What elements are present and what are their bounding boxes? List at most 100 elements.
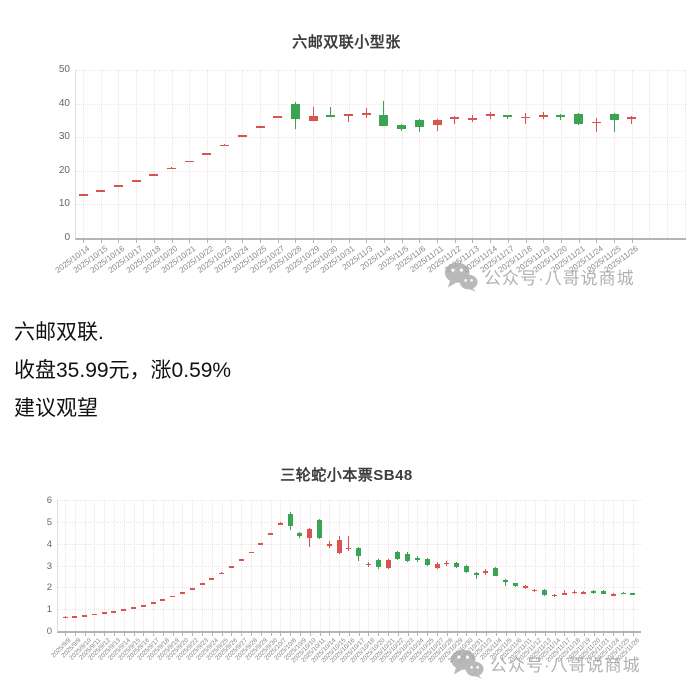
gridline-vertical: [172, 500, 174, 631]
gridline-vertical: [260, 70, 261, 238]
candle-body: [290, 103, 300, 120]
candle-wick: [330, 107, 332, 118]
chart-top-y-axis: 0 10 20 30 40 50: [38, 64, 70, 243]
candle-body: [521, 116, 530, 119]
x-axis-tick: [143, 633, 145, 636]
candle-body: [600, 590, 606, 594]
x-axis-tick: [534, 633, 536, 636]
x-axis-tick: [593, 633, 595, 636]
gridline-vertical: [192, 500, 194, 631]
gridline-vertical: [211, 500, 213, 631]
candle-body: [561, 593, 567, 595]
candle-body: [82, 615, 88, 617]
x-axis-tick: [397, 633, 399, 636]
x-axis-tick: [554, 633, 556, 636]
candle-body: [532, 589, 538, 592]
y-tick-label: 50: [58, 64, 70, 75]
x-axis-tick: [348, 240, 350, 243]
gridline-vertical: [560, 70, 562, 238]
candle-body: [344, 114, 353, 117]
x-axis-tick: [495, 633, 497, 636]
x-axis-tick: [507, 240, 509, 243]
gridline-vertical: [596, 70, 598, 238]
x-axis-tick: [472, 240, 474, 243]
candle-body: [220, 144, 230, 147]
x-axis-tick: [417, 633, 419, 636]
gridline-vertical: [348, 500, 350, 631]
candle-body: [538, 115, 548, 117]
candle-body: [503, 579, 509, 582]
candle-body: [610, 593, 616, 596]
x-axis-tick: [83, 240, 84, 243]
gridline-vertical: [543, 70, 545, 238]
gridline-vertical: [578, 70, 580, 238]
summary-advice-line: 建议观望: [14, 397, 98, 420]
x-axis-tick: [330, 240, 332, 243]
x-axis-tick: [172, 633, 174, 636]
gridline-vertical: [684, 70, 686, 238]
x-axis-tick: [632, 633, 634, 636]
candle-body: [463, 565, 469, 573]
x-axis-tick: [596, 240, 598, 243]
gridline-vertical: [507, 70, 509, 238]
x-axis-tick: [270, 633, 272, 636]
candle-body: [268, 533, 274, 535]
y-tick-label: 0: [64, 232, 70, 243]
x-axis-tick: [189, 240, 191, 243]
x-axis-tick: [358, 633, 360, 636]
gridline-vertical: [583, 500, 585, 631]
gridline-vertical: [221, 500, 223, 631]
gridline-vertical: [348, 70, 350, 238]
x-axis-tick: [206, 240, 208, 243]
x-axis-tick: [437, 240, 438, 243]
candle-body: [78, 194, 88, 197]
gridline-vertical: [94, 500, 96, 631]
candle-body: [424, 559, 430, 566]
summary-name-line: 六邮双联.: [14, 321, 104, 344]
x-axis-tick: [614, 240, 615, 243]
x-axis-tick: [505, 633, 507, 636]
x-axis-tick: [419, 240, 421, 243]
x-axis-tick: [407, 633, 409, 636]
candle-body: [556, 115, 566, 117]
gridline-vertical: [329, 500, 331, 631]
gridline-vertical: [123, 500, 125, 631]
x-axis-tick: [437, 633, 439, 636]
candle-body: [467, 118, 477, 120]
x-axis-tick: [560, 240, 562, 243]
candle-body: [512, 583, 518, 586]
chart-top-title: 六邮双联小型张: [292, 34, 401, 51]
gridline-vertical: [65, 500, 66, 631]
candle-body: [111, 610, 117, 613]
x-axis-tick: [133, 633, 135, 636]
x-axis-tick: [280, 633, 282, 636]
x-axis-tick: [113, 633, 115, 636]
gridline-vertical: [525, 500, 527, 631]
candle-body: [493, 568, 499, 576]
x-axis-tick: [583, 633, 585, 636]
gridline-vertical: [427, 500, 429, 631]
gridline-vertical: [574, 500, 576, 631]
x-axis-tick: [613, 633, 615, 636]
gridline-vertical: [476, 500, 478, 631]
candle-body: [96, 190, 106, 192]
candle-body: [228, 566, 234, 568]
candle-wick: [312, 107, 314, 122]
gridline-vertical: [118, 70, 120, 238]
candle-body: [199, 583, 205, 585]
x-axis-tick: [476, 633, 478, 636]
x-axis-tick: [368, 633, 370, 636]
candle-body: [444, 562, 450, 565]
gridline-vertical: [339, 500, 341, 631]
gridline-vertical: [182, 500, 184, 631]
candle-body: [609, 114, 619, 121]
candle-body: [140, 605, 146, 607]
y-tick-label: 40: [58, 97, 70, 109]
x-axis-tick: [123, 633, 125, 636]
candle-body: [432, 120, 442, 126]
x-axis-tick: [192, 633, 194, 636]
x-axis-tick: [84, 633, 86, 636]
candle-body: [627, 117, 637, 119]
x-axis-tick: [153, 633, 155, 636]
candle-body: [202, 153, 212, 155]
